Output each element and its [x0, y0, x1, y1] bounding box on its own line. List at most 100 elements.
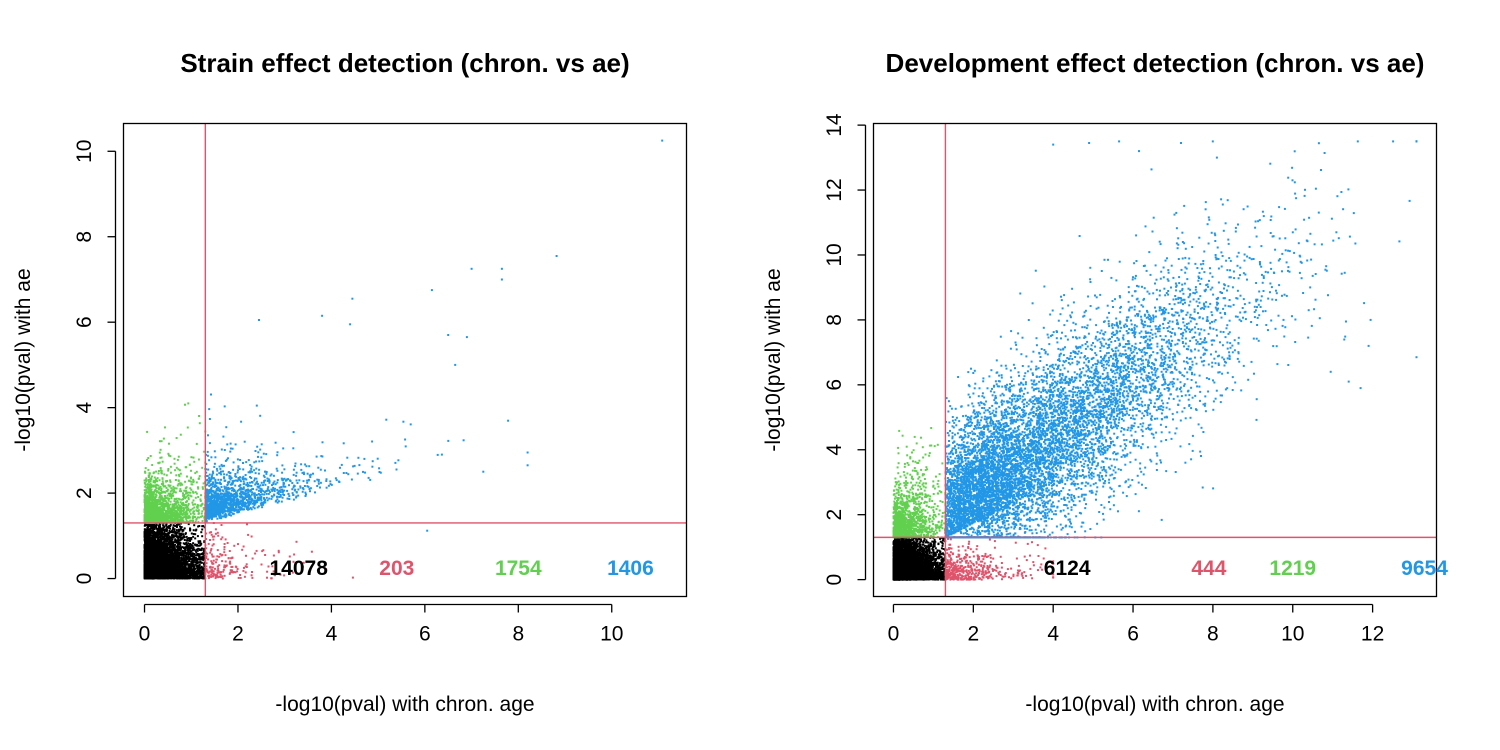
data-point [192, 535, 195, 538]
data-point [191, 565, 194, 568]
data-point [199, 548, 202, 551]
data-point [191, 560, 194, 563]
data-point [189, 558, 192, 561]
data-point [198, 568, 201, 571]
data-point [197, 541, 200, 544]
data-point [201, 535, 204, 538]
data-point [182, 529, 185, 532]
data-point [185, 545, 188, 548]
data-point [159, 536, 162, 539]
data-point [165, 527, 168, 530]
data-point [196, 553, 199, 555]
data-point [172, 528, 174, 531]
data-point [193, 553, 196, 555]
data-point [194, 567, 197, 570]
data-point [189, 569, 192, 572]
data-point [183, 527, 186, 530]
data-point [203, 547, 206, 550]
data-point [161, 538, 164, 541]
data-point [179, 549, 181, 552]
data-point [196, 567, 199, 570]
data-point [170, 530, 172, 533]
data-point [146, 534, 148, 537]
data-point [203, 569, 206, 572]
data-point [143, 524, 146, 527]
series-none [143, 522, 207, 580]
data-point [201, 567, 204, 570]
data-point [179, 525, 181, 528]
data-point [186, 543, 188, 546]
data-point [169, 523, 172, 526]
data-point [174, 525, 177, 527]
data-point [171, 548, 174, 551]
data-point [177, 549, 180, 552]
data-point [155, 524, 158, 527]
data-point [195, 548, 198, 551]
data-point [158, 531, 161, 534]
data-point [181, 551, 184, 554]
data-point [178, 557, 181, 560]
data-point [189, 552, 191, 554]
data-point [167, 525, 170, 528]
data-point [181, 530, 184, 533]
data-point [183, 539, 186, 541]
data-point [180, 547, 183, 550]
data-point [201, 552, 203, 555]
data-point [195, 565, 198, 568]
data-point [176, 549, 179, 552]
data-point [187, 539, 190, 542]
data-point [197, 547, 200, 550]
data-point [192, 533, 195, 535]
data-point [182, 566, 185, 569]
data-point [174, 543, 177, 546]
data-point [184, 533, 187, 536]
data-point [189, 539, 191, 542]
data-point [194, 563, 197, 566]
data-point [168, 538, 171, 541]
data-point [172, 526, 175, 529]
data-point [201, 547, 203, 550]
data-point [171, 538, 174, 541]
data-point [173, 541, 176, 544]
data-point [177, 540, 180, 543]
data-point [199, 557, 202, 560]
points-layer [143, 139, 664, 580]
data-point [184, 549, 186, 552]
data-point [172, 524, 175, 527]
data-point [190, 560, 193, 563]
data-point [180, 546, 183, 549]
data-point [196, 549, 199, 552]
data-point [178, 539, 181, 542]
data-point [184, 564, 187, 567]
data-point [184, 542, 187, 545]
data-point [202, 550, 205, 553]
data-point [197, 561, 200, 564]
data-point [179, 536, 182, 539]
data-point [201, 556, 204, 558]
chart-title: Strain effect detection (chron. vs ae) [180, 48, 629, 78]
data-point [198, 553, 201, 556]
data-point [174, 535, 177, 538]
data-point [200, 549, 203, 552]
data-point [176, 535, 179, 538]
data-point [168, 530, 171, 532]
data-point [194, 544, 197, 547]
data-point [201, 575, 204, 578]
data-point [194, 549, 197, 552]
data-point [199, 543, 202, 546]
data-point [189, 527, 191, 530]
data-point [192, 546, 195, 549]
data-point [195, 551, 198, 554]
data-point [194, 537, 197, 540]
data-point [161, 541, 164, 544]
data-point [158, 542, 161, 545]
data-point [176, 541, 178, 544]
data-point [189, 529, 192, 532]
data-point [192, 542, 195, 545]
data-point [184, 546, 187, 549]
data-point [193, 565, 196, 568]
data-point [198, 525, 201, 527]
data-point [200, 574, 203, 577]
data-point [185, 539, 188, 542]
